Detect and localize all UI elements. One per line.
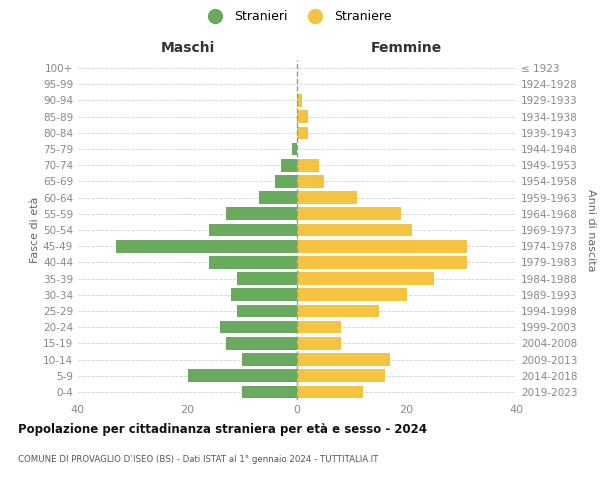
Bar [297,353,390,366]
Bar [297,175,325,188]
Text: Popolazione per cittadinanza straniera per età e sesso - 2024: Popolazione per cittadinanza straniera p… [18,422,427,436]
Text: COMUNE DI PROVAGLIO D’ISEO (BS) - Dati ISTAT al 1° gennaio 2024 - TUTTITALIA.IT: COMUNE DI PROVAGLIO D’ISEO (BS) - Dati I… [18,455,379,464]
Bar [297,192,357,204]
Bar [226,337,297,349]
Bar [297,240,467,252]
Bar [297,208,401,220]
Bar [281,159,297,172]
Bar [297,159,319,172]
Bar [209,256,297,268]
Bar [209,224,297,236]
Bar [297,337,341,349]
Bar [188,370,297,382]
Bar [242,353,297,366]
Bar [297,386,363,398]
Bar [297,272,434,285]
Bar [297,370,385,382]
Bar [297,304,379,318]
Bar [297,94,302,107]
Text: Femmine: Femmine [371,41,442,55]
Bar [237,272,297,285]
Bar [237,304,297,318]
Bar [232,288,297,301]
Bar [242,386,297,398]
Bar [292,142,297,156]
Bar [297,110,308,123]
Bar [297,126,308,139]
Bar [116,240,297,252]
Bar [297,224,412,236]
Bar [297,321,341,334]
Legend: Stranieri, Straniere: Stranieri, Straniere [198,5,396,28]
Y-axis label: Fasce di età: Fasce di età [30,197,40,263]
Bar [259,192,297,204]
Bar [226,208,297,220]
Bar [297,288,407,301]
Bar [220,321,297,334]
Bar [275,175,297,188]
Y-axis label: Anni di nascita: Anni di nascita [586,188,596,271]
Text: Maschi: Maschi [160,41,215,55]
Bar [297,256,467,268]
